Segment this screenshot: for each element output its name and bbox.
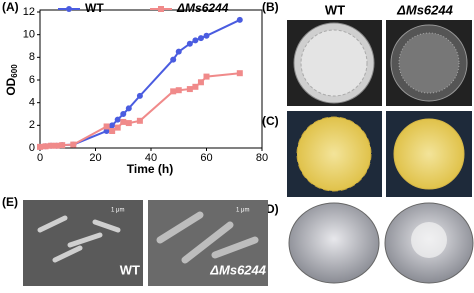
plate — [288, 202, 380, 284]
data-point — [114, 116, 121, 123]
colony — [411, 222, 447, 258]
x-tick-label: 80 — [256, 152, 268, 164]
data-point — [120, 118, 127, 125]
data-point — [120, 111, 127, 117]
y-axis-label-sub: 600 — [10, 64, 19, 78]
data-point — [186, 86, 193, 93]
y-axis-label-main: OD — [4, 77, 18, 95]
y-tick-label: 2 — [29, 119, 35, 131]
caption: WT — [120, 262, 140, 277]
y-tick-label: 0 — [29, 142, 35, 154]
scale-bar: 1 μm — [111, 208, 124, 214]
panel-label: (B) — [262, 0, 279, 14]
y-tick-label: 8 — [29, 51, 35, 63]
data-point — [197, 79, 204, 86]
data-point — [42, 143, 49, 150]
y-tick-label: 6 — [29, 74, 35, 86]
legend-label: WT — [85, 1, 104, 15]
x-tick-label: 0 — [37, 152, 43, 164]
data-point — [103, 128, 110, 134]
y-tick-label: 12 — [23, 6, 35, 18]
x-tick-label: 20 — [89, 152, 101, 164]
data-point — [53, 142, 60, 149]
colony — [398, 32, 460, 94]
data-point — [203, 73, 210, 80]
panel-label: (C) — [262, 114, 279, 128]
data-point — [125, 105, 132, 112]
series-line — [39, 19, 241, 148]
data-point — [192, 37, 199, 44]
cells — [156, 211, 259, 264]
panel-label: (E) — [2, 195, 18, 209]
data-point — [136, 92, 143, 99]
data-point — [203, 32, 210, 39]
data-point — [186, 40, 193, 47]
data-point — [236, 70, 243, 77]
data-point — [170, 56, 177, 63]
data-point — [70, 141, 77, 148]
panel-title: WT — [325, 2, 345, 17]
data-point — [103, 123, 110, 130]
y-tick-label: 4 — [29, 97, 35, 109]
data-point — [197, 35, 204, 42]
y-axis-label: OD600 — [4, 64, 19, 96]
legend-label: ΔMs6244 — [176, 1, 229, 15]
caption: ΔMs6244 — [209, 262, 266, 277]
colony — [296, 116, 372, 192]
colony — [393, 118, 465, 190]
colony — [300, 29, 368, 97]
plot-frame — [39, 9, 263, 149]
x-tick-label: 40 — [145, 152, 157, 164]
data-point — [136, 117, 143, 124]
data-point — [114, 124, 121, 131]
cells — [37, 215, 121, 263]
panel-label: (A) — [2, 0, 19, 14]
x-axis-label: Time (h) — [127, 162, 173, 176]
panel-title: ΔMs6244 — [396, 2, 453, 17]
data-point — [48, 142, 55, 149]
series-line — [39, 72, 240, 148]
data-point — [175, 48, 182, 55]
data-point — [236, 16, 243, 23]
data-point — [175, 87, 182, 94]
data-point — [125, 120, 132, 127]
legend-marker — [66, 6, 72, 12]
y-tick-label: 10 — [23, 29, 35, 41]
data-point — [37, 143, 43, 150]
data-point — [170, 88, 177, 95]
x-tick-label: 60 — [200, 152, 212, 164]
data-point — [109, 128, 116, 134]
data-point — [109, 122, 116, 129]
data-point — [192, 83, 199, 90]
legend-marker — [158, 6, 164, 12]
data-point — [59, 142, 66, 149]
scale-bar: 1 μm — [236, 208, 249, 214]
